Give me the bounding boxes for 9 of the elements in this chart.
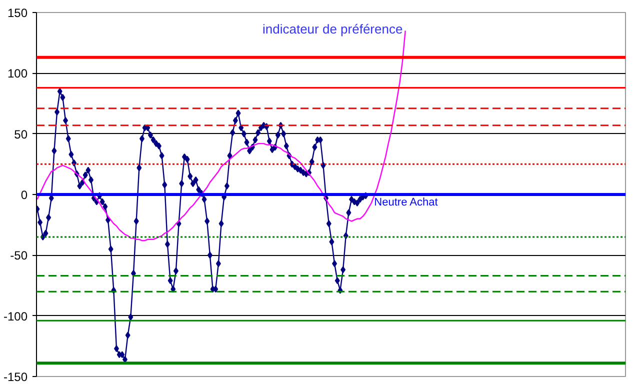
y-tick-label: 150 — [7, 6, 28, 20]
y-tick-label: 50 — [14, 127, 28, 142]
ref-line-label: Neutre Achat — [374, 196, 438, 208]
y-tick-label: -50 — [10, 248, 28, 263]
y-tick-label: 0 — [20, 188, 28, 202]
y-tick-label: -100 — [3, 309, 28, 324]
y-tick-label: 100 — [7, 66, 28, 81]
annotation: indicateur de préférence — [262, 22, 403, 36]
y-tick-label: -150 — [3, 370, 28, 384]
